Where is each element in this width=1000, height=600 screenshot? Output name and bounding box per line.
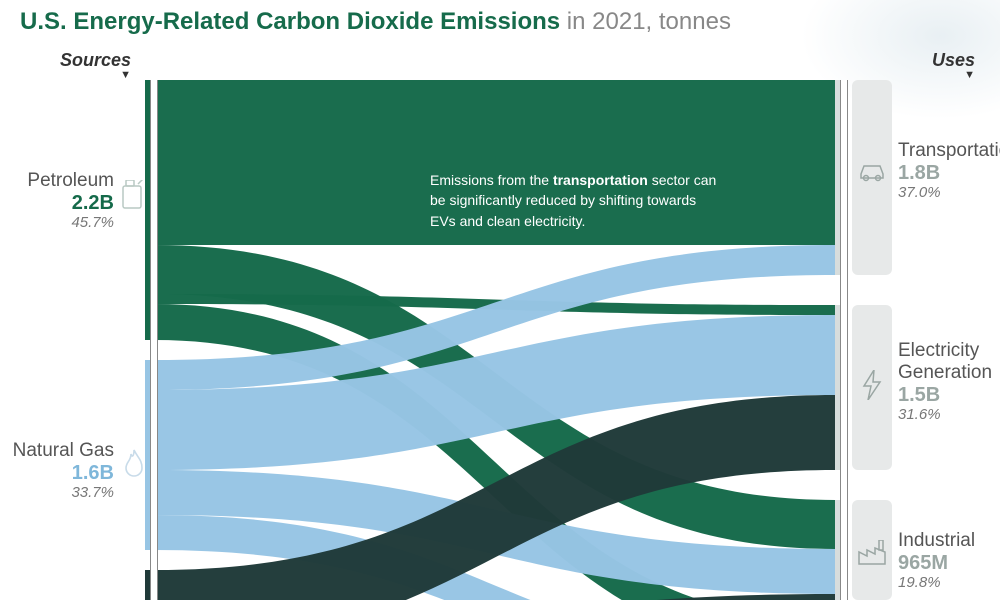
use-transportation-name: Transportation [898,140,1000,162]
source-natural-gas-value: 1.6B [4,462,114,484]
fuel-can-icon [120,180,146,215]
source-petroleum-pct: 45.7% [4,214,114,232]
sources-header: Sources ▼ [60,50,131,81]
annotation-text: Emissions from the transportation sector… [430,170,720,231]
title-bold: U.S. Energy-Related Carbon Dioxide Emiss… [20,8,560,35]
uses-header-text: Uses [932,50,975,70]
source-petroleum-value: 2.2B [4,192,114,214]
source-natural-gas: Natural Gas 1.6B 33.7% [4,440,114,502]
use-transportation-pct: 37.0% [898,184,1000,202]
use-separator-bar [840,80,848,600]
annotation-pre: Emissions from the [430,172,553,188]
uses-header: Uses ▼ [932,50,975,81]
bolt-icon [861,370,891,400]
source-separator-bar [150,80,158,600]
use-electricity: Electricity Generation 1.5B 31.6% [898,340,1000,424]
source-petroleum-name: Petroleum [4,170,114,192]
flame-icon [122,448,146,483]
use-transportation-value: 1.8B [898,162,1000,184]
use-electricity-name: Electricity Generation [898,340,1000,384]
chart-title: U.S. Energy-Related Carbon Dioxide Emiss… [20,8,731,36]
source-natural-gas-name: Natural Gas [4,440,114,462]
source-natural-gas-pct: 33.7% [4,484,114,502]
title-light: in 2021, tonnes [560,8,731,35]
factory-icon [857,540,887,570]
use-industrial-value: 965M [898,552,1000,574]
use-transportation: Transportation 1.8B 37.0% [898,140,1000,202]
sankey-chart [145,80,845,600]
use-industrial-name: Industrial [898,530,1000,552]
sources-header-triangle-icon: ▼ [60,69,131,81]
use-electricity-value: 1.5B [898,384,1000,406]
car-icon [857,160,887,190]
use-industrial-pct: 19.8% [898,574,1000,592]
annotation-bold: transportation [553,172,648,188]
source-petroleum: Petroleum 2.2B 45.7% [4,170,114,232]
sources-header-text: Sources [60,50,131,70]
uses-header-triangle-icon: ▼ [932,69,975,81]
use-electricity-pct: 31.6% [898,406,1000,424]
use-industrial: Industrial 965M 19.8% [898,530,1000,592]
